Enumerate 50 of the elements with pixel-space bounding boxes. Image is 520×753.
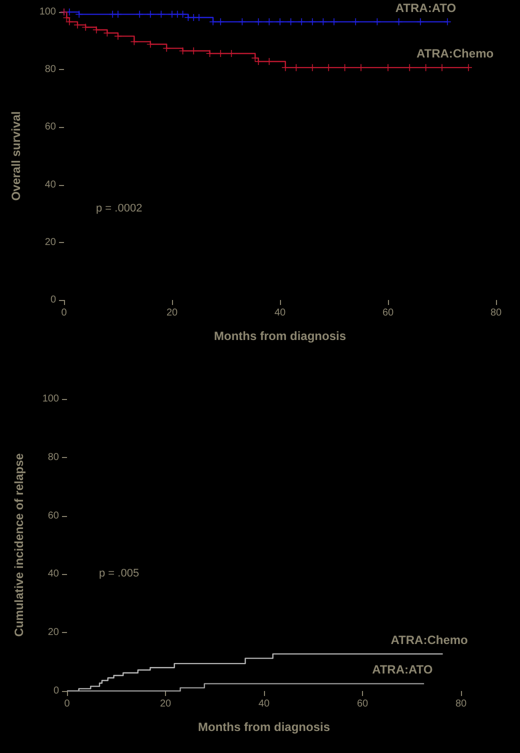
point: [254, 18, 262, 26]
y-tick-label: 20: [48, 627, 60, 638]
x-tick-label: 0: [61, 308, 68, 318]
y-tick-label: 40: [48, 568, 60, 580]
point: [217, 18, 224, 26]
y-tick-label: 20: [44, 236, 56, 248]
point: [82, 24, 90, 31]
y-tick-label: 40: [44, 179, 56, 190]
x-axis-title: Months from diagnosis: [214, 329, 346, 343]
x-tick-label: 60: [382, 308, 394, 318]
point: [352, 18, 360, 26]
series-label: ATRA:ATO: [395, 0, 456, 15]
point: [146, 10, 154, 18]
point: [252, 54, 259, 62]
point: [276, 18, 284, 26]
point: [92, 26, 100, 34]
x-tick-label: 0: [64, 698, 70, 710]
point: [308, 18, 316, 26]
y-tick-label: 0: [53, 686, 60, 696]
annotation: p = .0002: [96, 202, 142, 214]
x-tick-label: 80: [455, 698, 467, 710]
y-tick-label: 60: [44, 122, 56, 133]
point: [146, 40, 154, 48]
series-label: ATRA:Chemo: [416, 46, 494, 61]
y-tick-label: 100: [42, 394, 60, 404]
y-tick-label: 0: [50, 294, 56, 306]
point: [114, 10, 122, 18]
x-tick-label: 40: [258, 698, 270, 710]
point: [130, 38, 138, 46]
y-axis-title: Overall survival: [9, 111, 23, 201]
y-tick-label: 60: [48, 510, 60, 522]
series-label: ATRA:Chemo: [390, 632, 468, 647]
annotation: p = .005: [99, 568, 140, 580]
x-tick-label: 40: [274, 308, 286, 318]
x-axis-title: Months from diagnosis: [198, 720, 330, 734]
x-tick-label: 60: [356, 698, 368, 710]
y-tick-label: 100: [39, 6, 56, 18]
y-tick-label: 80: [48, 452, 60, 463]
point: [416, 18, 424, 26]
point: [444, 18, 451, 26]
y-axis-title: Cumulative incidence of relapse: [12, 452, 26, 637]
series-label: ATRA:ATO: [372, 662, 433, 677]
y-tick-label: 80: [44, 64, 56, 76]
x-tick-label: 80: [490, 308, 502, 318]
point: [136, 10, 144, 18]
x-tick-label: 20: [166, 308, 178, 318]
point: [76, 10, 83, 18]
x-tick-label: 20: [160, 698, 172, 710]
point: [298, 18, 306, 26]
point: [330, 18, 338, 26]
